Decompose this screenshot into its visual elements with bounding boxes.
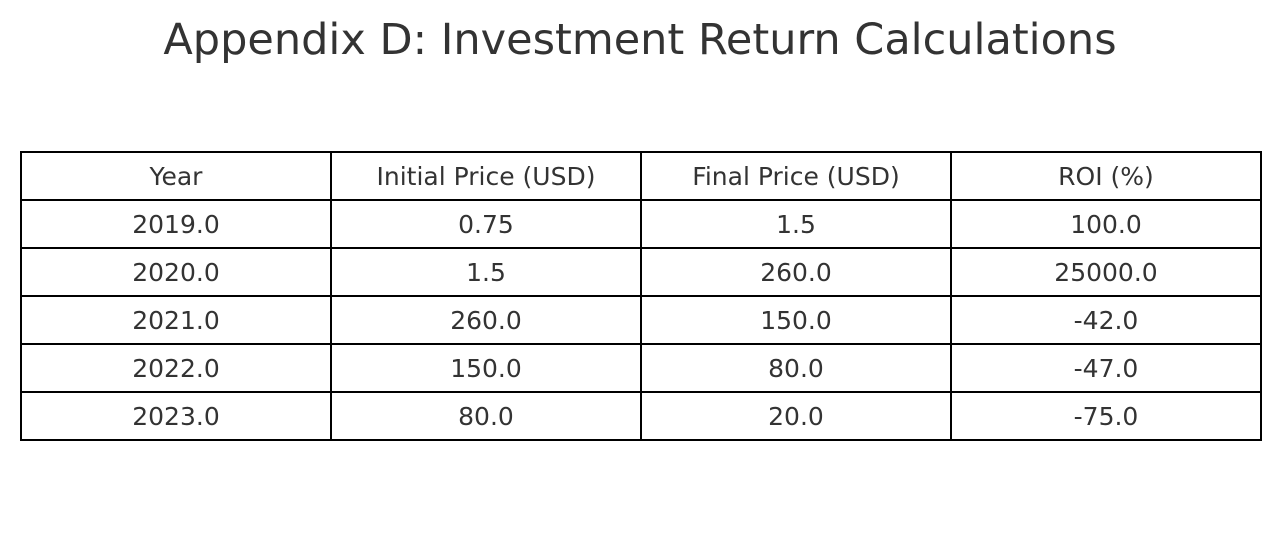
header-roi: ROI (%): [950, 151, 1262, 201]
roi-table: Year Initial Price (USD) Final Price (US…: [20, 151, 1262, 441]
table-row: 2021.0 260.0 150.0 -42.0: [20, 295, 1262, 345]
cell-final-price: 20.0: [640, 391, 952, 441]
cell-year: 2019.0: [20, 199, 332, 249]
cell-initial-price: 80.0: [330, 391, 642, 441]
cell-roi: 100.0: [950, 199, 1262, 249]
table-row: 2019.0 0.75 1.5 100.0: [20, 199, 1262, 249]
cell-initial-price: 260.0: [330, 295, 642, 345]
cell-roi: 25000.0: [950, 247, 1262, 297]
cell-year: 2021.0: [20, 295, 332, 345]
chart-title: Appendix D: Investment Return Calculatio…: [163, 15, 1117, 65]
cell-final-price: 150.0: [640, 295, 952, 345]
cell-final-price: 260.0: [640, 247, 952, 297]
cell-roi: -47.0: [950, 343, 1262, 393]
table-row: 2020.0 1.5 260.0 25000.0: [20, 247, 1262, 297]
cell-roi: -42.0: [950, 295, 1262, 345]
cell-final-price: 80.0: [640, 343, 952, 393]
table-row: 2023.0 80.0 20.0 -75.0: [20, 391, 1262, 441]
cell-final-price: 1.5: [640, 199, 952, 249]
cell-year: 2022.0: [20, 343, 332, 393]
cell-year: 2020.0: [20, 247, 332, 297]
table-header-row: Year Initial Price (USD) Final Price (US…: [20, 151, 1262, 201]
cell-initial-price: 150.0: [330, 343, 642, 393]
cell-year: 2023.0: [20, 391, 332, 441]
header-year: Year: [20, 151, 332, 201]
table-row: 2022.0 150.0 80.0 -47.0: [20, 343, 1262, 393]
cell-initial-price: 1.5: [330, 247, 642, 297]
cell-initial-price: 0.75: [330, 199, 642, 249]
header-final-price: Final Price (USD): [640, 151, 952, 201]
cell-roi: -75.0: [950, 391, 1262, 441]
header-initial-price: Initial Price (USD): [330, 151, 642, 201]
